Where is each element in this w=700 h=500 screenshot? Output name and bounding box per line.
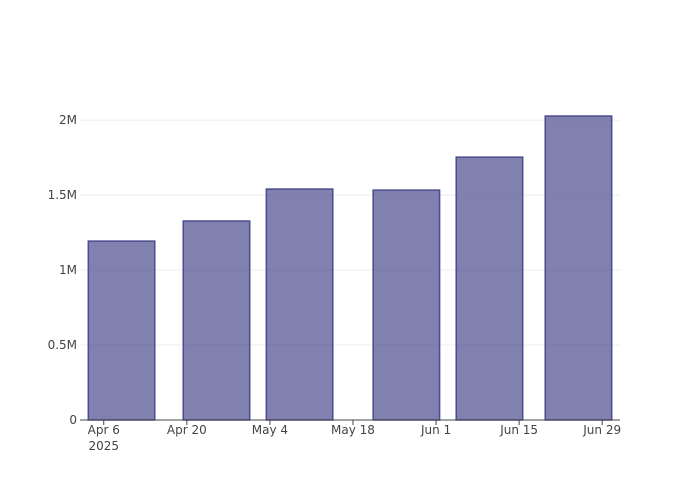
x-tick-label: Jun 29 [582, 423, 621, 437]
bar [455, 156, 524, 421]
bar [265, 188, 334, 421]
x-tick-label: May 4 [252, 423, 288, 437]
y-tick-label: 0 [69, 413, 77, 427]
x-tick-label: Jun 15 [499, 423, 538, 437]
bar [372, 189, 441, 421]
bar [544, 115, 613, 421]
x-tick-label: Apr 6 2025 [88, 423, 120, 453]
x-tick-label: May 18 [331, 423, 375, 437]
y-tick-label: 0.5M [48, 338, 77, 352]
y-tick-label: 1.5M [48, 188, 77, 202]
x-tick-label: Apr 20 [167, 423, 207, 437]
x-tick-label: Jun 1 [420, 423, 451, 437]
y-tick-label: 2M [59, 113, 77, 127]
bar [87, 240, 156, 421]
bar [182, 220, 251, 421]
y-tick-label: 1M [59, 263, 77, 277]
